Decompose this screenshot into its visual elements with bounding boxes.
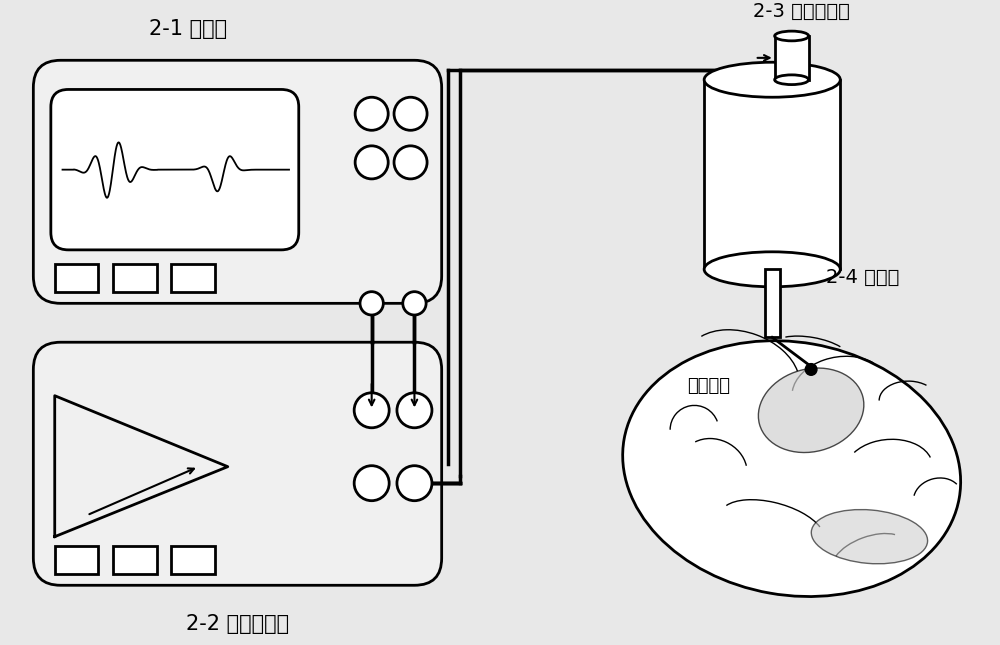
Text: 2-2 功率放大器: 2-2 功率放大器 bbox=[186, 615, 289, 635]
Ellipse shape bbox=[775, 75, 809, 84]
Circle shape bbox=[394, 146, 427, 179]
FancyBboxPatch shape bbox=[33, 60, 442, 303]
Bar bbox=[704, 80, 840, 270]
Ellipse shape bbox=[704, 252, 840, 287]
Circle shape bbox=[397, 393, 432, 428]
Text: 运动皮层: 运动皮层 bbox=[688, 377, 731, 395]
Ellipse shape bbox=[811, 510, 928, 564]
Circle shape bbox=[403, 292, 426, 315]
Bar bbox=[171, 546, 215, 573]
Circle shape bbox=[355, 146, 388, 179]
Circle shape bbox=[354, 466, 389, 501]
Circle shape bbox=[354, 393, 389, 428]
Bar bbox=[171, 264, 215, 292]
Bar bbox=[55, 546, 98, 573]
Bar bbox=[113, 546, 157, 573]
Text: 2-3 超声换能器: 2-3 超声换能器 bbox=[753, 3, 850, 21]
Ellipse shape bbox=[704, 62, 840, 97]
Ellipse shape bbox=[775, 31, 809, 41]
FancyBboxPatch shape bbox=[33, 342, 442, 585]
Text: 2-4 准直器: 2-4 准直器 bbox=[826, 268, 899, 286]
Circle shape bbox=[355, 97, 388, 130]
Ellipse shape bbox=[758, 368, 864, 453]
Ellipse shape bbox=[623, 341, 961, 597]
Circle shape bbox=[394, 97, 427, 130]
FancyBboxPatch shape bbox=[51, 90, 299, 250]
Bar bbox=[765, 270, 780, 337]
Bar bbox=[113, 264, 157, 292]
Circle shape bbox=[397, 466, 432, 501]
Text: 2-1 信号源: 2-1 信号源 bbox=[149, 19, 228, 39]
Circle shape bbox=[805, 364, 817, 375]
Bar bbox=[55, 264, 98, 292]
Circle shape bbox=[360, 292, 383, 315]
Bar bbox=[775, 36, 809, 80]
